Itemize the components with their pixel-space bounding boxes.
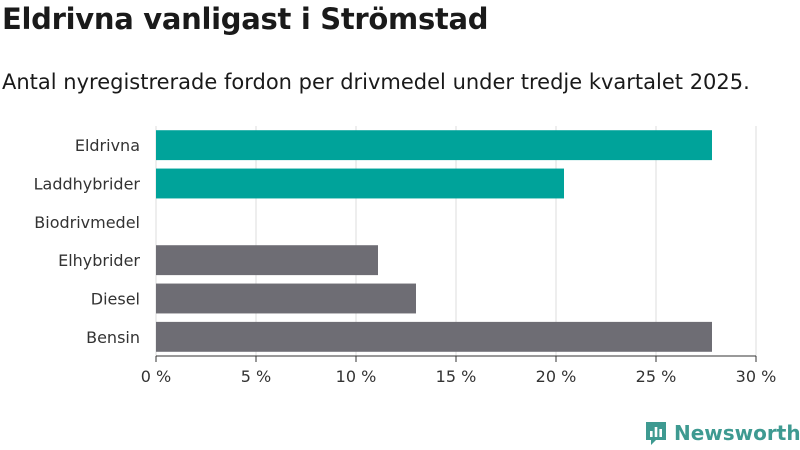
- bar-bensin: [156, 321, 712, 352]
- chart-title: Eldrivna vanligast i Strömstad: [2, 2, 489, 36]
- bar-chart-logo-icon: [646, 422, 666, 445]
- x-tick-label: 0 %: [141, 367, 171, 386]
- bar-diesel: [156, 283, 416, 314]
- category-label-biodrivmedel: Biodrivmedel: [34, 213, 140, 232]
- x-tick-label: 10 %: [336, 367, 377, 386]
- category-label-laddhybrider: Laddhybrider: [34, 175, 141, 194]
- category-label-bensin: Bensin: [86, 328, 140, 347]
- x-tick-label: 20 %: [536, 367, 577, 386]
- chart-subtitle: Antal nyregistrerade fordon per drivmede…: [2, 70, 750, 94]
- category-label-diesel: Diesel: [91, 290, 140, 309]
- x-tick-label: 25 %: [636, 367, 677, 386]
- x-tick-label: 15 %: [436, 367, 477, 386]
- category-label-eldrivna: Eldrivna: [75, 136, 140, 155]
- x-tick-label: 30 %: [736, 367, 777, 386]
- bar-elhybrider: [156, 245, 378, 276]
- bar-eldrivna: [156, 130, 712, 161]
- brand-name: Newsworthy: [674, 421, 800, 445]
- newsworthy-brand: Newsworthy: [644, 420, 800, 446]
- bar-laddhybrider: [156, 168, 564, 199]
- bar-chart: Eldrivna Laddhybrider Biodrivmedel Elhybrid…: [34, 126, 777, 386]
- x-tick-label: 5 %: [241, 367, 271, 386]
- category-label-elhybrider: Elhybrider: [58, 251, 140, 270]
